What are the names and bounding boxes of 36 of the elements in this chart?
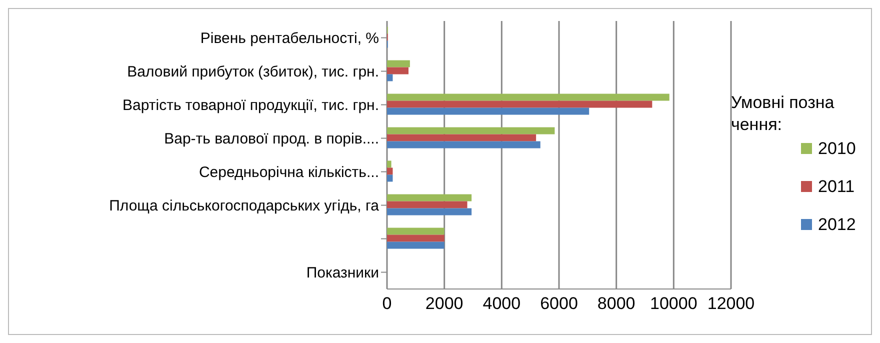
bar — [387, 74, 393, 82]
x-tick-label: 0 — [382, 294, 392, 314]
bar — [387, 234, 444, 242]
legend-title: Умовні позначення: — [731, 92, 836, 136]
bar — [387, 160, 392, 168]
bar — [387, 108, 590, 115]
y-tick-label: Середньорічна кількість... — [198, 164, 379, 182]
y-tick-label: Показники — [306, 264, 379, 282]
x-tick-label: 10000 — [650, 294, 698, 314]
y-tick-label: Площа сільськогосподарських угідь, га — [109, 198, 380, 215]
bar — [387, 194, 472, 202]
x-tick-label: 8000 — [597, 294, 636, 314]
bar — [387, 127, 555, 134]
x-tick-label: 12000 — [707, 294, 755, 314]
bar — [387, 168, 393, 175]
legend-label: 2010 — [818, 138, 856, 158]
y-tick-label: Рівень рентабельності, % — [200, 30, 379, 48]
bar — [387, 60, 410, 68]
y-tick-label: Вар-ть валової прод. в порів.... — [164, 130, 379, 148]
bar — [387, 228, 444, 235]
x-tick-label: 6000 — [540, 294, 578, 314]
legend-label: 2011 — [818, 176, 855, 196]
bar — [387, 100, 652, 108]
bar — [387, 201, 468, 208]
bar — [387, 134, 536, 142]
bar — [387, 208, 472, 216]
bar — [387, 174, 393, 182]
y-tick-label: Валовий прибуток (збиток), тис. грн. — [127, 64, 379, 81]
legend-label: 2012 — [818, 214, 856, 234]
bar — [387, 242, 444, 249]
x-tick-label: 4000 — [482, 294, 521, 314]
bar — [387, 94, 670, 101]
y-tick-label: Вартість товарної продукції, тис. грн. — [122, 97, 379, 114]
x-tick-label: 2000 — [425, 294, 464, 314]
bar — [387, 141, 540, 148]
bar — [387, 67, 408, 74]
